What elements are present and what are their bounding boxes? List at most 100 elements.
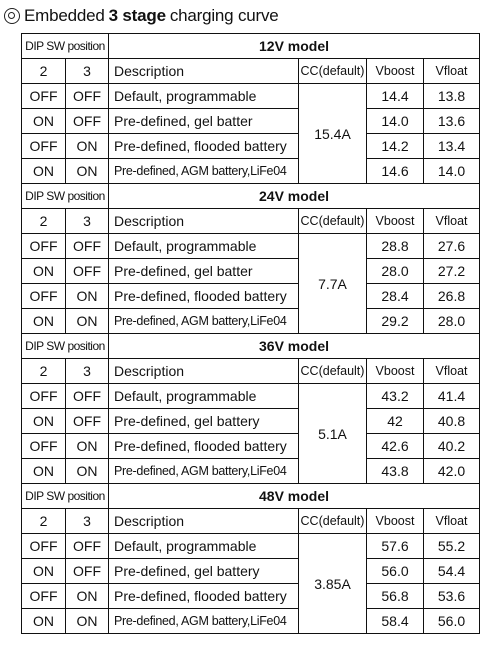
vfloat-value: 40.2 xyxy=(422,433,481,459)
description-cell: Default, programmable xyxy=(108,383,299,409)
switch-3-value: OFF xyxy=(65,558,109,584)
table-row: OFF OFF Default, programmable 15.4A 14.4 13.8 xyxy=(21,83,481,184)
vboost-header: Vboost xyxy=(366,58,424,84)
table-row: ON ON Pre-defined, AGM battery,LiFe04 43.8 4… xyxy=(21,458,481,484)
vboost-header: Vboost xyxy=(366,358,424,384)
description-cell: Pre-defined, AGM battery,LiFe04 xyxy=(108,158,299,184)
vboost-value: 56.0 xyxy=(366,558,424,584)
switch-3-header: 3 xyxy=(65,58,109,84)
vboost-value: 43.8 xyxy=(366,458,424,484)
switch-2-value: OFF xyxy=(21,383,66,409)
switch-2-value: OFF xyxy=(21,533,66,559)
double-circle-icon xyxy=(4,8,20,24)
description-cell: Pre-defined, gel battery xyxy=(108,558,299,584)
table-row: ON ON Pre-defined, AGM battery,LiFe04 29.2 2… xyxy=(21,308,481,334)
description-cell: Pre-defined, AGM battery,LiFe04 xyxy=(108,308,299,334)
vfloat-value: 26.8 xyxy=(422,283,481,309)
switch-3-value: ON xyxy=(65,283,109,309)
heading-prefix: Embedded xyxy=(24,6,105,25)
vfloat-value: 54.4 xyxy=(422,558,481,584)
model-title: 36V model xyxy=(107,333,481,359)
cc-default-header: CC(default) xyxy=(298,358,367,384)
dip-switch-position-header: DIP SW position xyxy=(21,33,109,59)
vfloat-value: 13.4 xyxy=(422,133,481,159)
switch-3-value: ON xyxy=(65,433,109,459)
vfloat-header: Vfloat xyxy=(422,208,481,234)
vfloat-value: 27.6 xyxy=(422,233,481,259)
section-heading: Embedded 3 stage charging curve xyxy=(4,2,279,30)
switch-2-header: 2 xyxy=(21,58,66,84)
description-header: Description xyxy=(108,358,299,384)
description-cell: Pre-defined, AGM battery,LiFe04 xyxy=(108,458,299,484)
description-cell: Pre-defined, flooded battery xyxy=(108,433,299,459)
table-body: DIP SW position 12V model 2 3 Description CC(… xyxy=(21,33,481,634)
switch-3-header: 3 xyxy=(65,358,109,384)
vboost-value: 14.4 xyxy=(366,83,424,109)
description-header: Description xyxy=(108,208,299,234)
cc-default-value: 15.4A xyxy=(298,83,367,184)
description-cell: Default, programmable xyxy=(108,533,299,559)
switch-3-value: OFF xyxy=(65,108,109,134)
vfloat-value: 55.2 xyxy=(422,533,481,559)
vboost-value: 14.6 xyxy=(366,158,424,184)
vboost-header: Vboost xyxy=(366,208,424,234)
switch-2-value: ON xyxy=(21,608,66,634)
model-title: 48V model xyxy=(107,483,481,509)
switch-2-header: 2 xyxy=(21,358,66,384)
column-header-row: 2 3 Description CC(default) Vboost Vfloat xyxy=(21,508,481,534)
switch-2-value: ON xyxy=(21,158,66,184)
switch-3-value: OFF xyxy=(65,383,109,409)
dip-switch-position-header: DIP SW position xyxy=(21,483,109,509)
vboost-value: 28.0 xyxy=(366,258,424,284)
switch-2-value: OFF xyxy=(21,133,66,159)
switch-3-value: ON xyxy=(65,133,109,159)
vfloat-value: 42.0 xyxy=(422,458,481,484)
vfloat-value: 14.0 xyxy=(422,158,481,184)
table-row: OFF OFF Default, programmable 5.1A 43.2 41.4 xyxy=(21,383,481,484)
cc-default-value: 7.7A xyxy=(298,233,367,334)
cc-default-header: CC(default) xyxy=(298,208,367,234)
switch-2-header: 2 xyxy=(21,208,66,234)
cc-default-value: 5.1A xyxy=(298,383,367,484)
switch-2-value: OFF xyxy=(21,283,66,309)
heading-bold: 3 stage xyxy=(108,6,166,25)
vboost-value: 28.8 xyxy=(366,233,424,259)
switch-3-header: 3 xyxy=(65,508,109,534)
table-row: OFF ON Pre-defined, flooded battery 42.6 40.… xyxy=(21,433,481,459)
switch-3-value: OFF xyxy=(65,408,109,434)
switch-2-value: ON xyxy=(21,108,66,134)
vboost-value: 57.6 xyxy=(366,533,424,559)
description-cell: Pre-defined, gel batter xyxy=(108,108,299,134)
description-cell: Pre-defined, flooded battery xyxy=(108,583,299,609)
vboost-value: 56.8 xyxy=(366,583,424,609)
table-row: ON OFF Pre-defined, gel batter 28.0 27.2 xyxy=(21,258,481,284)
switch-2-value: ON xyxy=(21,308,66,334)
description-cell: Pre-defined, gel battery xyxy=(108,408,299,434)
vboost-value: 14.2 xyxy=(366,133,424,159)
table-row: ON OFF Pre-defined, gel battery 56.0 54.4 xyxy=(21,558,481,584)
table-row: OFF ON Pre-defined, flooded battery 14.2 13.… xyxy=(21,133,481,159)
vboost-value: 29.2 xyxy=(366,308,424,334)
description-cell: Default, programmable xyxy=(108,233,299,259)
dip-switch-position-header: DIP SW position xyxy=(21,183,109,209)
switch-3-header: 3 xyxy=(65,208,109,234)
dip-switch-position-header: DIP SW position xyxy=(21,333,109,359)
switch-3-value: OFF xyxy=(65,258,109,284)
switch-2-value: OFF xyxy=(21,433,66,459)
switch-2-value: OFF xyxy=(21,83,66,109)
description-cell: Pre-defined, flooded battery xyxy=(108,283,299,309)
switch-2-value: ON xyxy=(21,408,66,434)
vboost-value: 43.2 xyxy=(366,383,424,409)
model-title-row: DIP SW position 24V model xyxy=(21,183,481,209)
vfloat-value: 53.6 xyxy=(422,583,481,609)
column-header-row: 2 3 Description CC(default) Vboost Vfloat xyxy=(21,358,481,384)
vboost-value: 58.4 xyxy=(366,608,424,634)
vboost-header: Vboost xyxy=(366,508,424,534)
vboost-value: 28.4 xyxy=(366,283,424,309)
switch-3-value: OFF xyxy=(65,533,109,559)
heading-suffix: charging curve xyxy=(169,6,279,25)
vfloat-value: 40.8 xyxy=(422,408,481,434)
description-header: Description xyxy=(108,508,299,534)
switch-2-value: ON xyxy=(21,258,66,284)
description-cell: Pre-defined, AGM battery,LiFe04 xyxy=(108,608,299,634)
